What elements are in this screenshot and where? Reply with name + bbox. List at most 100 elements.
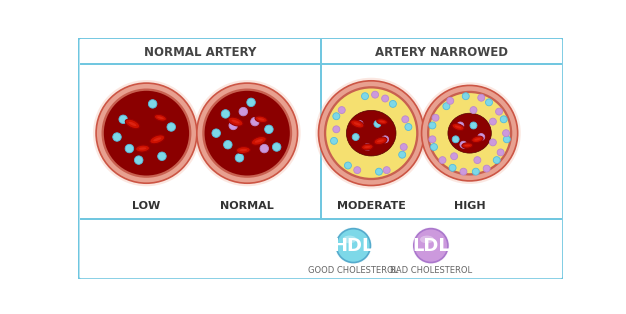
Text: GOOD CHOLESTEROL: GOOD CHOLESTEROL — [308, 266, 399, 275]
Ellipse shape — [197, 83, 297, 183]
Ellipse shape — [420, 236, 434, 243]
Circle shape — [333, 126, 340, 133]
Circle shape — [167, 123, 175, 131]
Ellipse shape — [101, 89, 192, 178]
Text: BAD CHOLESTEROL: BAD CHOLESTEROL — [390, 266, 472, 275]
Ellipse shape — [429, 93, 510, 173]
Ellipse shape — [205, 91, 290, 176]
Ellipse shape — [93, 80, 200, 186]
Ellipse shape — [255, 139, 263, 143]
Ellipse shape — [374, 137, 387, 145]
Ellipse shape — [104, 91, 189, 176]
Circle shape — [496, 108, 503, 115]
Circle shape — [478, 94, 485, 101]
Circle shape — [338, 106, 345, 114]
Ellipse shape — [316, 78, 427, 189]
Ellipse shape — [157, 116, 164, 119]
Circle shape — [432, 114, 439, 121]
Ellipse shape — [202, 89, 292, 178]
Circle shape — [503, 136, 510, 143]
Text: HDL: HDL — [332, 236, 374, 255]
Circle shape — [221, 110, 230, 118]
Ellipse shape — [319, 81, 424, 186]
Ellipse shape — [255, 116, 267, 122]
Ellipse shape — [342, 236, 356, 243]
Circle shape — [500, 116, 507, 123]
Circle shape — [336, 229, 371, 263]
Ellipse shape — [136, 145, 150, 152]
Circle shape — [344, 162, 351, 169]
Ellipse shape — [362, 144, 373, 150]
Circle shape — [493, 157, 500, 164]
Circle shape — [457, 122, 464, 129]
Circle shape — [462, 93, 470, 100]
Ellipse shape — [421, 85, 518, 181]
Circle shape — [383, 167, 390, 174]
Ellipse shape — [354, 122, 361, 126]
Circle shape — [352, 133, 359, 140]
Ellipse shape — [418, 82, 521, 184]
Circle shape — [265, 125, 273, 133]
Circle shape — [382, 95, 389, 102]
Circle shape — [399, 151, 406, 158]
Text: LDL: LDL — [412, 236, 449, 255]
Text: NORMAL ARTERY: NORMAL ARTERY — [144, 46, 256, 59]
Circle shape — [413, 227, 449, 264]
Ellipse shape — [252, 137, 266, 145]
Circle shape — [235, 154, 244, 162]
Circle shape — [372, 91, 379, 98]
Circle shape — [431, 143, 438, 150]
Circle shape — [478, 133, 485, 140]
Ellipse shape — [475, 138, 481, 141]
Circle shape — [460, 168, 467, 175]
Circle shape — [449, 164, 456, 171]
Ellipse shape — [237, 147, 250, 154]
Circle shape — [470, 122, 477, 129]
Circle shape — [125, 144, 134, 153]
Circle shape — [400, 143, 408, 150]
Ellipse shape — [139, 147, 146, 150]
Circle shape — [486, 99, 493, 106]
Text: LOW: LOW — [132, 201, 161, 211]
Circle shape — [335, 227, 372, 264]
Circle shape — [250, 117, 259, 126]
Ellipse shape — [471, 136, 483, 143]
Circle shape — [364, 143, 371, 150]
Ellipse shape — [448, 113, 491, 153]
Ellipse shape — [464, 144, 470, 146]
Text: ARTERY NARROWED: ARTERY NARROWED — [375, 46, 508, 59]
Ellipse shape — [462, 143, 473, 148]
Circle shape — [374, 121, 381, 127]
Ellipse shape — [125, 119, 140, 129]
Circle shape — [260, 144, 269, 153]
Ellipse shape — [150, 135, 165, 144]
Circle shape — [223, 140, 232, 149]
Circle shape — [490, 139, 496, 146]
Circle shape — [331, 138, 337, 144]
Circle shape — [376, 168, 382, 175]
Circle shape — [158, 152, 167, 160]
Circle shape — [414, 229, 448, 263]
Ellipse shape — [324, 86, 418, 180]
Circle shape — [503, 130, 510, 137]
Circle shape — [439, 157, 446, 164]
Ellipse shape — [351, 120, 364, 128]
Ellipse shape — [155, 114, 167, 121]
Circle shape — [473, 168, 480, 175]
Circle shape — [361, 93, 369, 100]
Circle shape — [148, 100, 157, 108]
Ellipse shape — [153, 138, 162, 141]
Text: MODERATE: MODERATE — [337, 201, 406, 211]
Ellipse shape — [364, 146, 371, 148]
Ellipse shape — [326, 89, 416, 178]
Circle shape — [356, 121, 363, 127]
Text: NORMAL: NORMAL — [220, 201, 274, 211]
Ellipse shape — [379, 121, 385, 123]
Circle shape — [239, 107, 248, 116]
Circle shape — [460, 141, 467, 148]
Circle shape — [135, 156, 143, 164]
Circle shape — [247, 98, 255, 106]
Ellipse shape — [377, 119, 387, 124]
Ellipse shape — [427, 91, 512, 176]
Ellipse shape — [193, 80, 300, 186]
